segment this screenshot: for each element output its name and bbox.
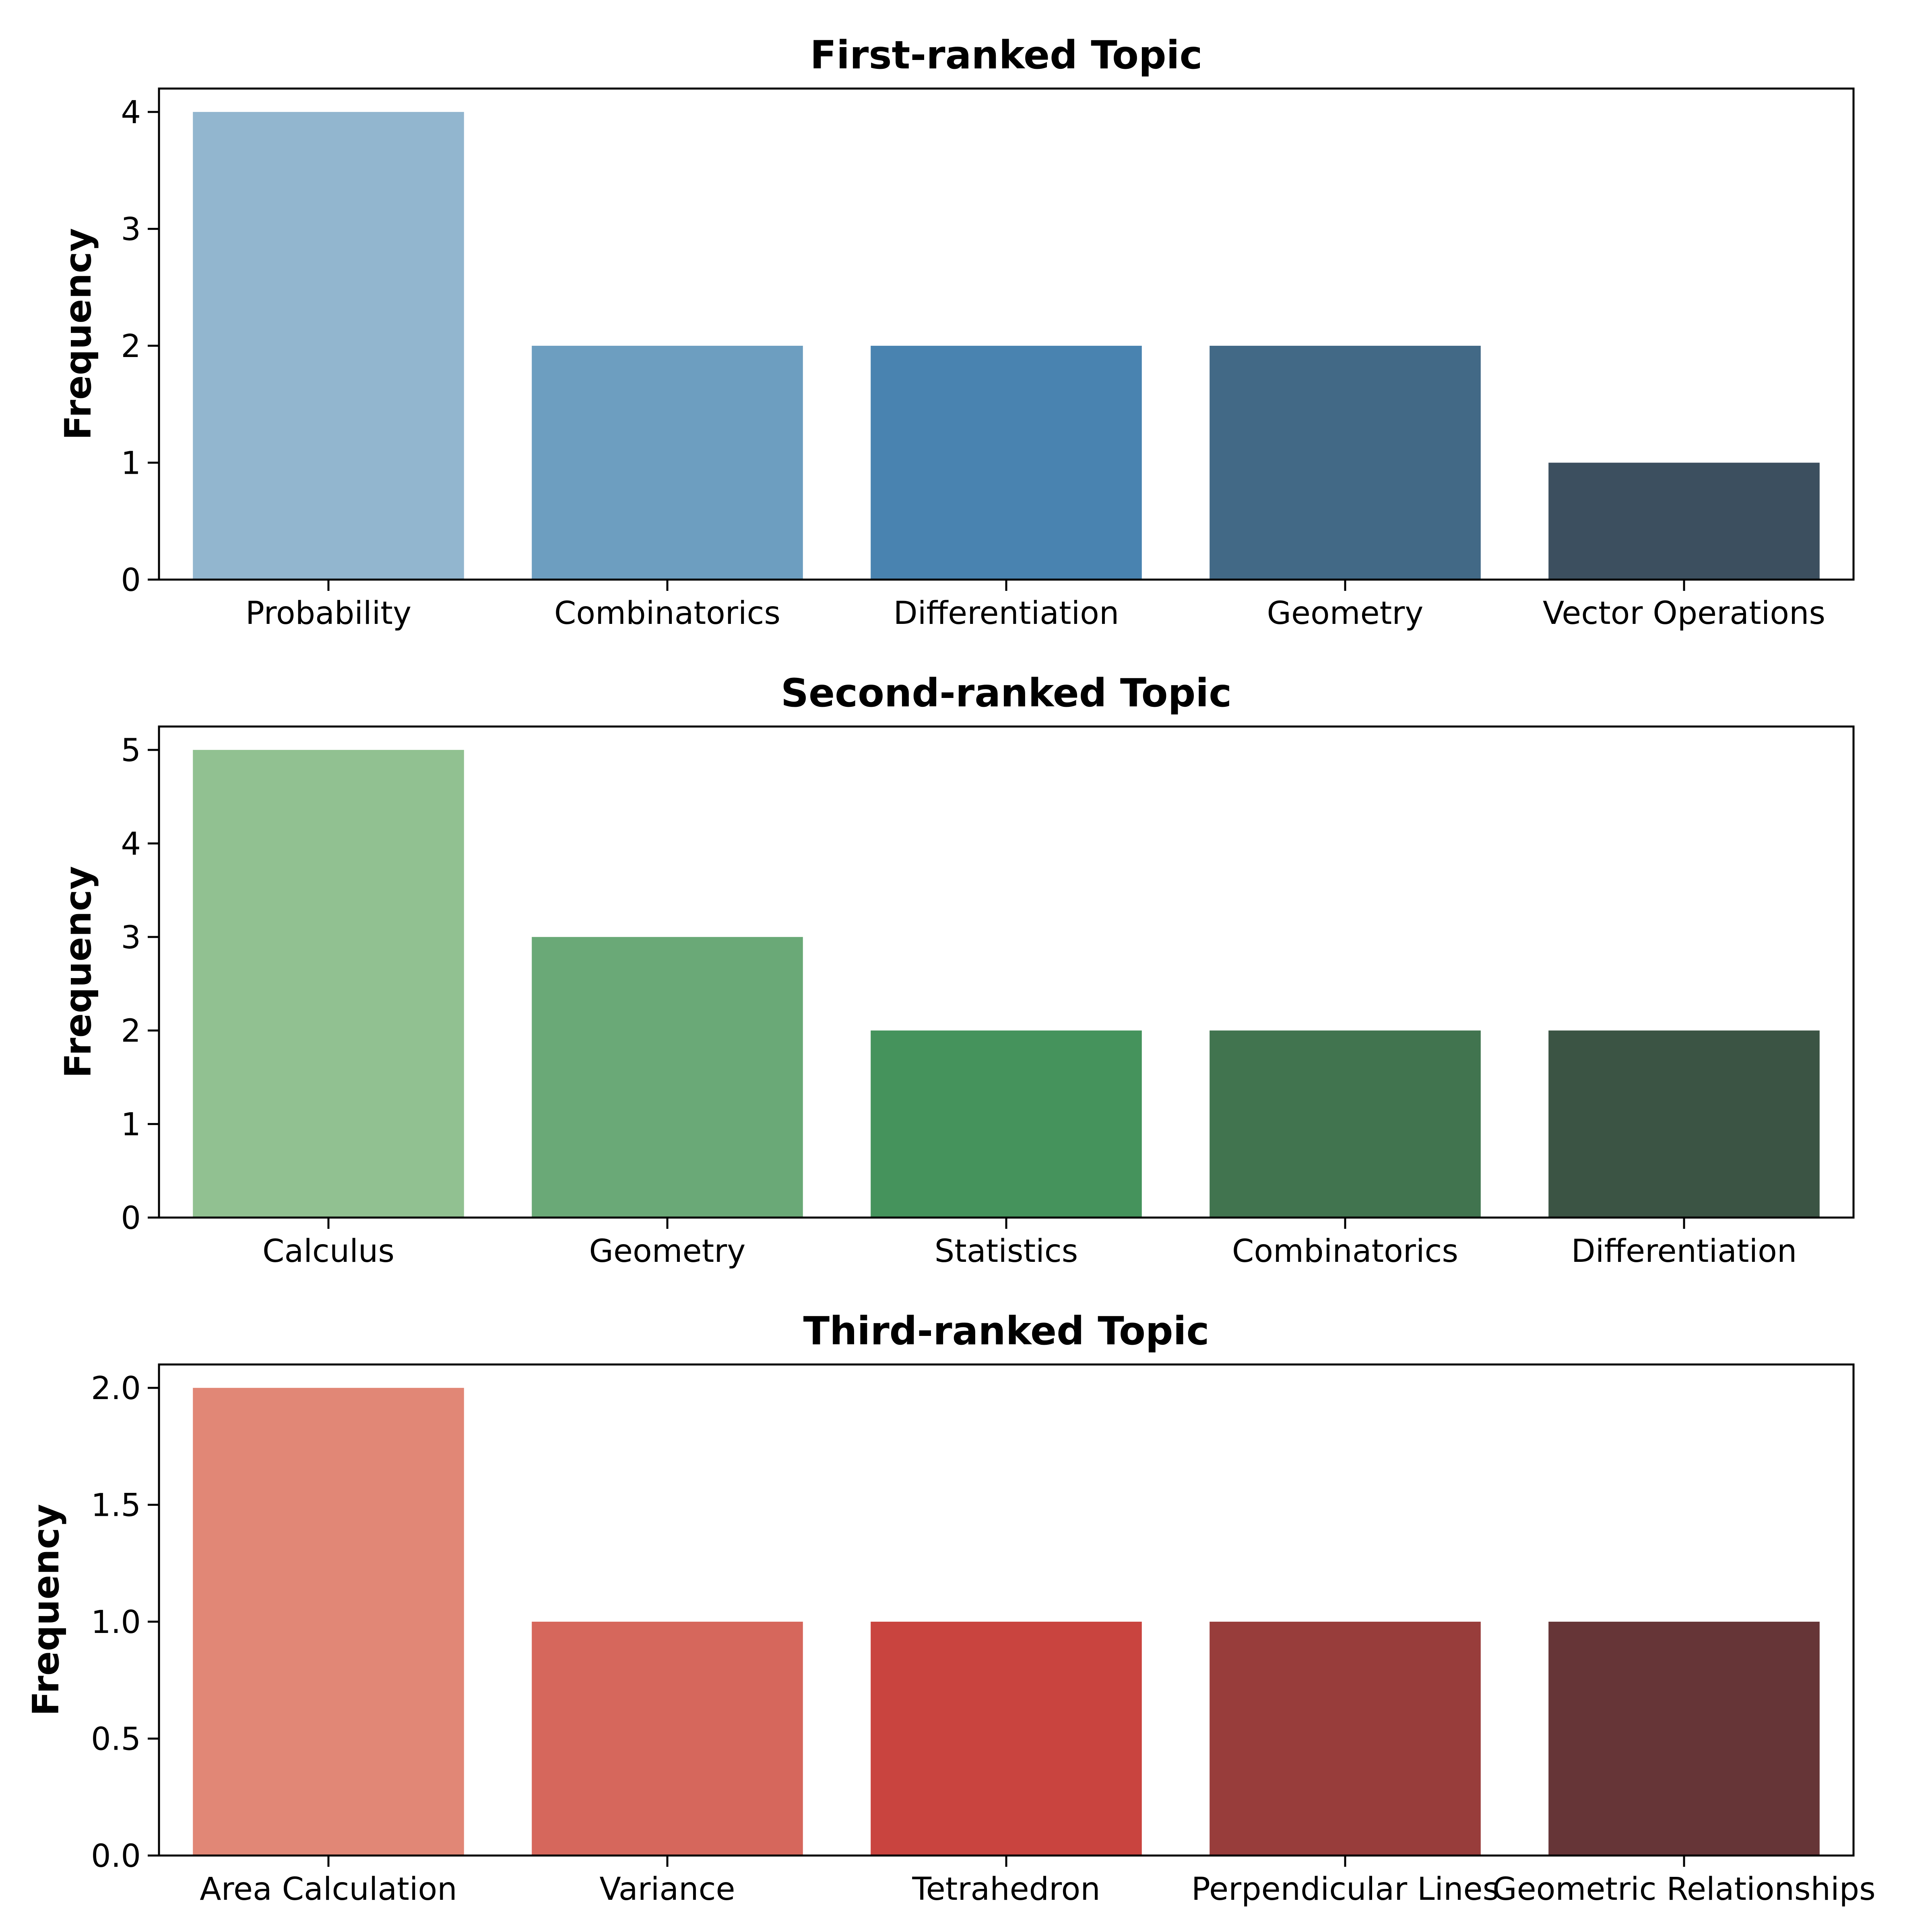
chart-title: Third-ranked Topic	[803, 1309, 1210, 1354]
bar-2-2	[532, 937, 803, 1218]
y-tick-label: 0	[121, 562, 141, 599]
y-tick-label: 2	[121, 1013, 141, 1049]
bar-3-5	[1548, 1622, 1820, 1856]
y-axis-label: Frequency	[25, 1504, 67, 1716]
y-tick-label: 1.0	[91, 1604, 141, 1641]
bar-1-1	[193, 112, 464, 580]
bar-1-5	[1548, 462, 1820, 580]
y-tick-label: 5	[121, 733, 141, 769]
y-tick-label: 4	[121, 95, 141, 131]
y-tick-label: 0	[121, 1200, 141, 1236]
x-tick-label: Vector Operations	[1543, 595, 1825, 632]
y-tick-label: 2	[121, 328, 141, 365]
chart-panel-2: Calculus Geometry Statistics Combinatorics D…	[57, 671, 1855, 1269]
bar-2-1	[193, 750, 464, 1218]
bar-2-4	[1210, 1030, 1481, 1218]
x-tick-label: Differentiation	[894, 595, 1119, 632]
x-tick-label: Calculus	[262, 1233, 394, 1269]
bar-3-1	[193, 1388, 464, 1856]
y-tick-label: 3	[121, 920, 141, 956]
x-tick-label: Geometry	[589, 1233, 746, 1269]
x-tick-label: Combinatorics	[1232, 1233, 1458, 1269]
bar-3-3	[871, 1622, 1142, 1856]
x-tick-label: Statistics	[935, 1233, 1078, 1269]
x-tick-label: Geometric Relationships	[1492, 1871, 1876, 1907]
chart-panel-1: Probability Combinatorics Differentiation G…	[57, 33, 1855, 632]
chart-title: Second-ranked Topic	[781, 671, 1232, 716]
bar-2-3	[871, 1030, 1142, 1218]
bar-3-4	[1210, 1622, 1481, 1856]
x-tick-label: Perpendicular Lines	[1191, 1871, 1499, 1907]
x-tick-label: Tetrahedron	[912, 1871, 1100, 1907]
x-tick-label: Variance	[600, 1871, 735, 1907]
y-axis-label: Frequency	[57, 866, 99, 1078]
bar-1-3	[871, 346, 1142, 580]
x-tick-label: Geometry	[1267, 595, 1424, 632]
x-tick-label: Area Calculation	[200, 1871, 457, 1907]
bar-2-5	[1548, 1030, 1820, 1218]
y-tick-label: 1.5	[91, 1488, 141, 1524]
x-tick-label: Combinatorics	[554, 595, 780, 632]
y-tick-label: 0.0	[91, 1838, 141, 1874]
bar-1-4	[1210, 346, 1481, 580]
y-axis-label: Frequency	[57, 228, 99, 440]
y-tick-label: 1	[121, 1107, 141, 1143]
chart-title: First-ranked Topic	[810, 33, 1203, 78]
x-tick-label: Probability	[246, 595, 411, 632]
bar-3-2	[532, 1622, 803, 1856]
y-tick-label: 2.0	[91, 1371, 141, 1407]
y-tick-label: 0.5	[91, 1721, 141, 1758]
y-tick-label: 1	[121, 446, 141, 482]
x-tick-label: Differentiation	[1571, 1233, 1797, 1269]
bar-1-2	[532, 346, 803, 580]
chart-panel-3: Area Calculation Variance Tetrahedron Perpe…	[25, 1309, 1876, 1907]
y-tick-label: 4	[121, 826, 141, 862]
y-tick-label: 3	[121, 212, 141, 248]
